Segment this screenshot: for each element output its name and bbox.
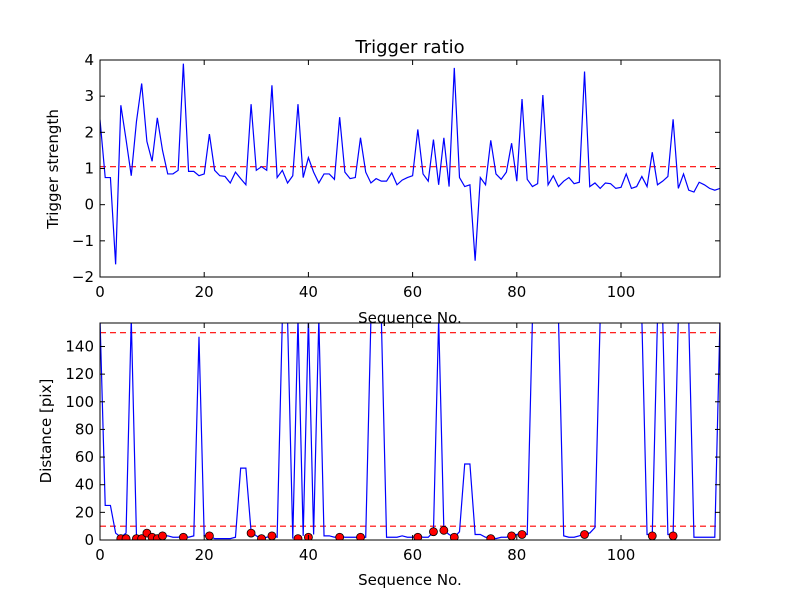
data-point-marker (507, 531, 516, 540)
y-tick-label-bottom: 80 (75, 420, 94, 438)
x-tick-label-bottom: 60 (403, 546, 422, 564)
data-point-marker (158, 531, 167, 540)
x-axis-label-bottom: Sequence No. (358, 571, 462, 589)
data-point-marker (449, 532, 459, 540)
data-point-marker (429, 527, 438, 537)
y-tick-label-bottom: 60 (75, 448, 94, 466)
x-tick-label-top: 60 (403, 283, 422, 301)
y-tick-label-top: 0 (84, 196, 94, 214)
axes-frame-top (99, 59, 721, 278)
data-point-marker (580, 530, 589, 539)
x-tick-label-top: 20 (195, 283, 214, 301)
data-point-marker (121, 534, 131, 540)
axes-frame-bottom (99, 322, 721, 541)
distance-plot: 0 20 40 60 80 100 0 20 40 60 80 100 120 140 Sequence… (37, 322, 721, 589)
data-point-marker (246, 528, 256, 538)
x-tick-label-bottom: 0 (95, 546, 105, 564)
y-axis-label-bottom: Distance [pix] (37, 379, 55, 484)
chart-title: Trigger ratio (354, 37, 464, 58)
data-point-marker (668, 531, 678, 540)
x-tick-label-bottom: 80 (507, 546, 526, 564)
x-axis-label-top: Sequence No. (358, 309, 462, 327)
series-line-bottom-0 (100, 323, 720, 540)
y-tick-label-top: 1 (84, 160, 94, 178)
data-point-marker (293, 534, 303, 540)
data-point-marker (486, 534, 496, 540)
y-tick-label-bottom: 100 (65, 393, 94, 411)
y-tick-label-bottom: 0 (84, 531, 94, 549)
y-tick-label-bottom: 40 (75, 476, 94, 494)
y-tick-label-top: 3 (84, 87, 94, 105)
y-tick-label-top: 4 (84, 51, 94, 69)
x-tick-label-top: 100 (607, 283, 636, 301)
y-tick-label-bottom: 120 (65, 365, 94, 383)
data-point-marker (647, 531, 657, 540)
data-point-marker (356, 532, 365, 540)
data-point-marker (439, 525, 449, 535)
y-tick-label-bottom: 20 (75, 503, 94, 521)
y-tick-label-top: −2 (72, 268, 94, 286)
x-tick-label-bottom: 100 (607, 546, 636, 564)
data-point-marker (517, 530, 527, 539)
y-tick-label-top: 2 (84, 123, 94, 141)
x-tick-label-bottom: 40 (299, 546, 318, 564)
x-tick-label-top: 80 (507, 283, 526, 301)
data-point-marker (178, 532, 188, 540)
data-point-marker (413, 532, 423, 540)
y-tick-label-bottom: 140 (65, 337, 94, 355)
data-point-marker (335, 532, 345, 540)
y-axis-label-top: Trigger strength (44, 109, 62, 230)
y-tick-label-top: −1 (72, 232, 94, 250)
data-point-marker (257, 534, 266, 540)
x-tick-label-top: 40 (299, 283, 318, 301)
data-point-marker (205, 531, 214, 540)
series-line-top-0 (100, 63, 720, 265)
x-tick-label-bottom: 20 (195, 546, 214, 564)
data-point-marker (267, 531, 277, 540)
x-tick-label-top: 0 (95, 283, 105, 301)
